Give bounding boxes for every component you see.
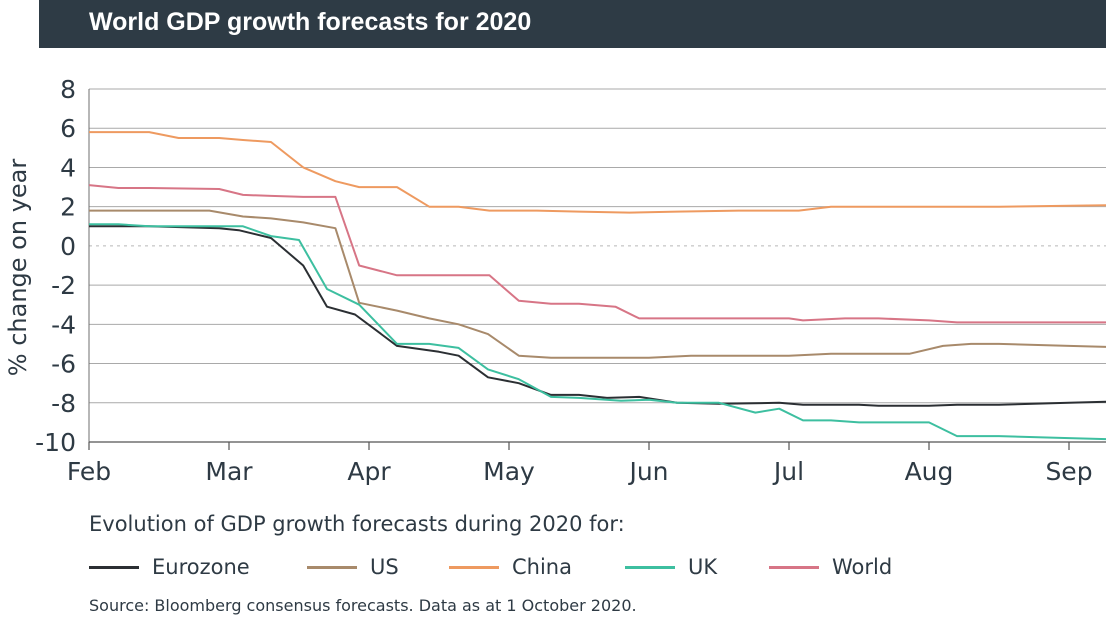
x-tick-label: Aug — [905, 457, 954, 486]
series-line-us — [89, 209, 1106, 359]
y-tick-label: 6 — [60, 114, 76, 143]
legend-label: US — [370, 555, 399, 579]
title-bar: World GDP growth forecasts for 2020 — [39, 0, 1106, 48]
y-tick-label: -6 — [51, 350, 76, 379]
series-line-uk — [89, 223, 1106, 441]
legend-swatch — [89, 565, 139, 569]
y-tick-label: 0 — [60, 232, 76, 261]
y-tick-label: -2 — [51, 271, 76, 300]
legend-item-eurozone: Eurozone — [89, 552, 250, 582]
x-tick-label: Jun — [627, 457, 668, 486]
legend-label: UK — [688, 555, 718, 579]
x-tick-label: Feb — [67, 457, 111, 486]
legend-swatch — [769, 565, 819, 569]
series-line-world — [88, 184, 1106, 324]
legend: Eurozone US China UK World — [89, 552, 1089, 582]
x-tick-label: May — [483, 457, 535, 486]
x-tick-label: Sep — [1045, 457, 1092, 486]
series-line-eurozone — [89, 225, 1106, 407]
legend-item-china: China — [449, 552, 572, 582]
legend-swatch — [625, 565, 675, 569]
y-tick-label: 4 — [60, 153, 76, 182]
legend-item-world: World — [769, 552, 892, 582]
x-tick-label: Apr — [347, 457, 391, 486]
y-tick-label: 2 — [60, 193, 76, 222]
legend-item-us: US — [307, 552, 399, 582]
chart-title: World GDP growth forecasts for 2020 — [89, 8, 532, 36]
y-axis-title: % change on year — [4, 159, 32, 377]
x-tick-label: Mar — [205, 457, 253, 486]
y-tick-label: 8 — [60, 75, 76, 104]
source-note: Source: Bloomberg consensus forecasts. D… — [89, 596, 637, 615]
legend-swatch — [307, 565, 357, 569]
legend-label: China — [512, 555, 572, 579]
legend-item-uk: UK — [625, 552, 717, 582]
y-tick-label: -10 — [35, 428, 76, 457]
chart-subtitle: Evolution of GDP growth forecasts during… — [89, 512, 625, 536]
y-tick-label: -8 — [51, 389, 76, 418]
y-tick-label: -4 — [51, 310, 76, 339]
legend-swatch — [449, 565, 499, 569]
x-tick-label: Jul — [772, 457, 804, 486]
legend-label: World — [832, 555, 893, 579]
legend-label: Eurozone — [152, 555, 250, 579]
series-line-china — [89, 131, 1106, 214]
